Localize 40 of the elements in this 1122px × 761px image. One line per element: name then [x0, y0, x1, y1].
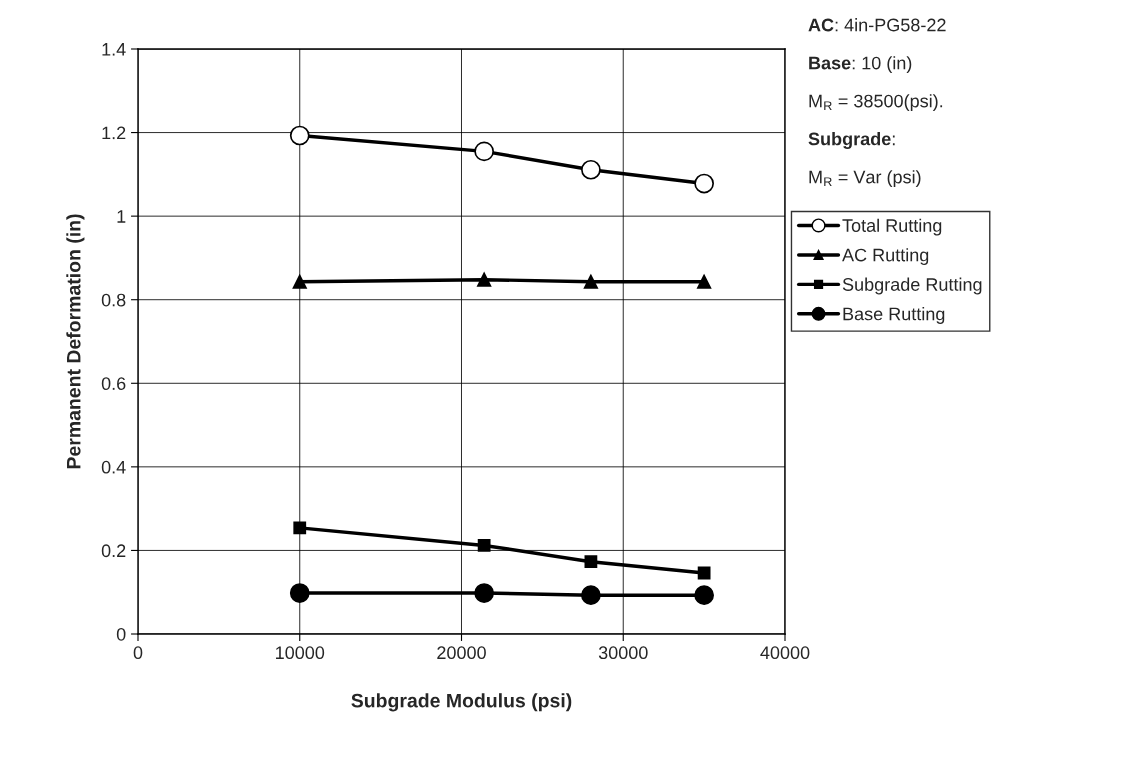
point: [584, 555, 598, 569]
point: [474, 141, 495, 162]
text: M$_{R}$ = 38500(psi).: [809, 94, 943, 111]
point: [697, 566, 711, 580]
y-tick-label: 0.2: [101, 544, 126, 558]
point: [694, 173, 714, 194]
x-tick-label: 0: [133, 646, 143, 660]
point: [292, 274, 307, 289]
x-tick-label: 40000: [760, 646, 810, 660]
y-tick-label: 0.4: [101, 460, 126, 474]
y-tick-label: 0.8: [101, 293, 126, 307]
y-tick-label: 1.4: [102, 43, 126, 56]
point: [289, 583, 310, 603]
y-tick-label: 0: [116, 627, 126, 641]
legend-label: Subgrade Rutting: [842, 277, 982, 295]
x-tick-label: 10000: [276, 646, 325, 660]
y-tick-label: 0.6: [101, 377, 126, 391]
text: Base: 10 (in): [809, 56, 912, 73]
point: [474, 583, 495, 603]
text: M$_{R}$ = Var (psi): [809, 170, 921, 187]
point: [477, 539, 491, 552]
x-axis-title: Subgrade Modulus (psi): [351, 693, 572, 712]
y-tick-label: 1: [117, 210, 126, 223]
point: [581, 585, 601, 606]
x-tick-label: 20000: [437, 646, 486, 660]
point: [581, 159, 601, 180]
y-tick-label: 1.2: [102, 126, 126, 140]
legend-label: Base Rutting: [843, 307, 945, 324]
point: [694, 585, 714, 606]
point: [293, 521, 307, 535]
legend-label: Total Rutting: [842, 218, 942, 236]
legend-label: AC Rutting: [842, 248, 929, 265]
point: [583, 274, 598, 289]
y-axis-title: Permanent Deformation (in): [66, 214, 85, 469]
text: AC: 4in-PG58-22: [808, 18, 946, 32]
text: Subgrade:: [808, 132, 895, 149]
point: [697, 274, 712, 289]
point: [289, 125, 310, 146]
x-tick-label: 30000: [598, 646, 648, 660]
point: [477, 272, 492, 287]
